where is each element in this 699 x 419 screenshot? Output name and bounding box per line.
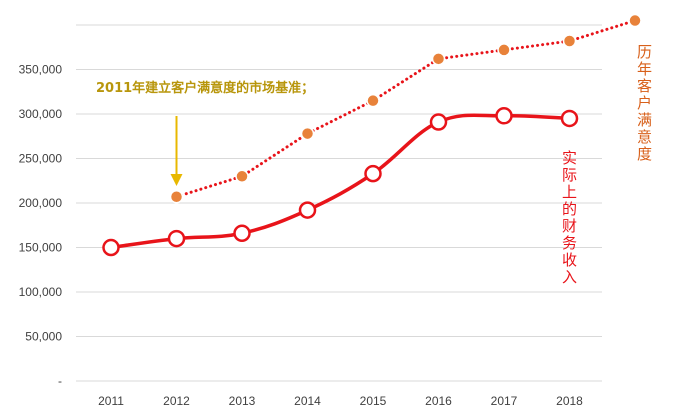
series-line-satisfaction bbox=[175, 19, 637, 199]
data-point-revenue bbox=[495, 107, 513, 125]
data-point-revenue bbox=[233, 224, 251, 243]
y-tick-label: 50,000 bbox=[25, 330, 62, 344]
x-tick-label: 2012 bbox=[163, 394, 190, 408]
y-tick-label: 350,000 bbox=[19, 63, 63, 77]
annotation-arrow-head bbox=[170, 174, 183, 186]
gridlines bbox=[76, 24, 602, 382]
data-point-satisfaction bbox=[235, 169, 249, 184]
data-point-satisfaction bbox=[431, 52, 446, 66]
data-point-satisfaction bbox=[562, 34, 577, 48]
data-point-satisfaction bbox=[366, 93, 380, 108]
x-tick-label: 2017 bbox=[491, 394, 518, 408]
x-tick-label: 2013 bbox=[229, 394, 256, 408]
series-label-satisfaction: 历年客户满意度 bbox=[636, 43, 652, 163]
x-axis-ticks: 2011 2012 2013 2014 2015 2016 2017 2018 bbox=[98, 394, 583, 408]
data-point-revenue bbox=[560, 109, 579, 128]
x-tick-label: 2018 bbox=[556, 394, 583, 408]
annotation-group: 2011年建立客户满意度的市场基准； bbox=[96, 80, 314, 186]
y-tick-label: 250,000 bbox=[19, 152, 63, 166]
x-tick-label: 2015 bbox=[360, 394, 387, 408]
y-tick-label: 300,000 bbox=[19, 107, 63, 121]
y-axis-ticks: - 50,000 100,000 150,000 200,000 250,000 300,0… bbox=[19, 63, 63, 389]
x-tick-label: 2014 bbox=[294, 394, 321, 408]
data-point-satisfaction bbox=[497, 43, 511, 57]
y-tick-label: 200,000 bbox=[19, 196, 63, 210]
data-point-revenue bbox=[364, 164, 382, 183]
data-point-satisfaction bbox=[300, 126, 315, 141]
y-tick-label: 150,000 bbox=[19, 241, 63, 255]
data-point-revenue bbox=[167, 229, 186, 248]
data-point-satisfaction bbox=[628, 13, 642, 28]
data-point-revenue bbox=[102, 238, 120, 257]
data-point-revenue bbox=[429, 113, 448, 131]
annotation-text: 2011年建立客户满意度的市场基准； bbox=[96, 80, 314, 96]
data-point-satisfaction bbox=[169, 190, 184, 204]
x-tick-label: 2016 bbox=[425, 394, 452, 408]
y-tick-label: - bbox=[58, 374, 62, 388]
series-lines bbox=[102, 13, 642, 257]
series-line-revenue bbox=[109, 113, 572, 250]
data-point-revenue bbox=[298, 201, 317, 219]
y-tick-label: 100,000 bbox=[19, 285, 63, 299]
x-tick-label: 2011 bbox=[98, 394, 124, 408]
series-label-revenue: 实际上的财务收入 bbox=[561, 149, 577, 286]
